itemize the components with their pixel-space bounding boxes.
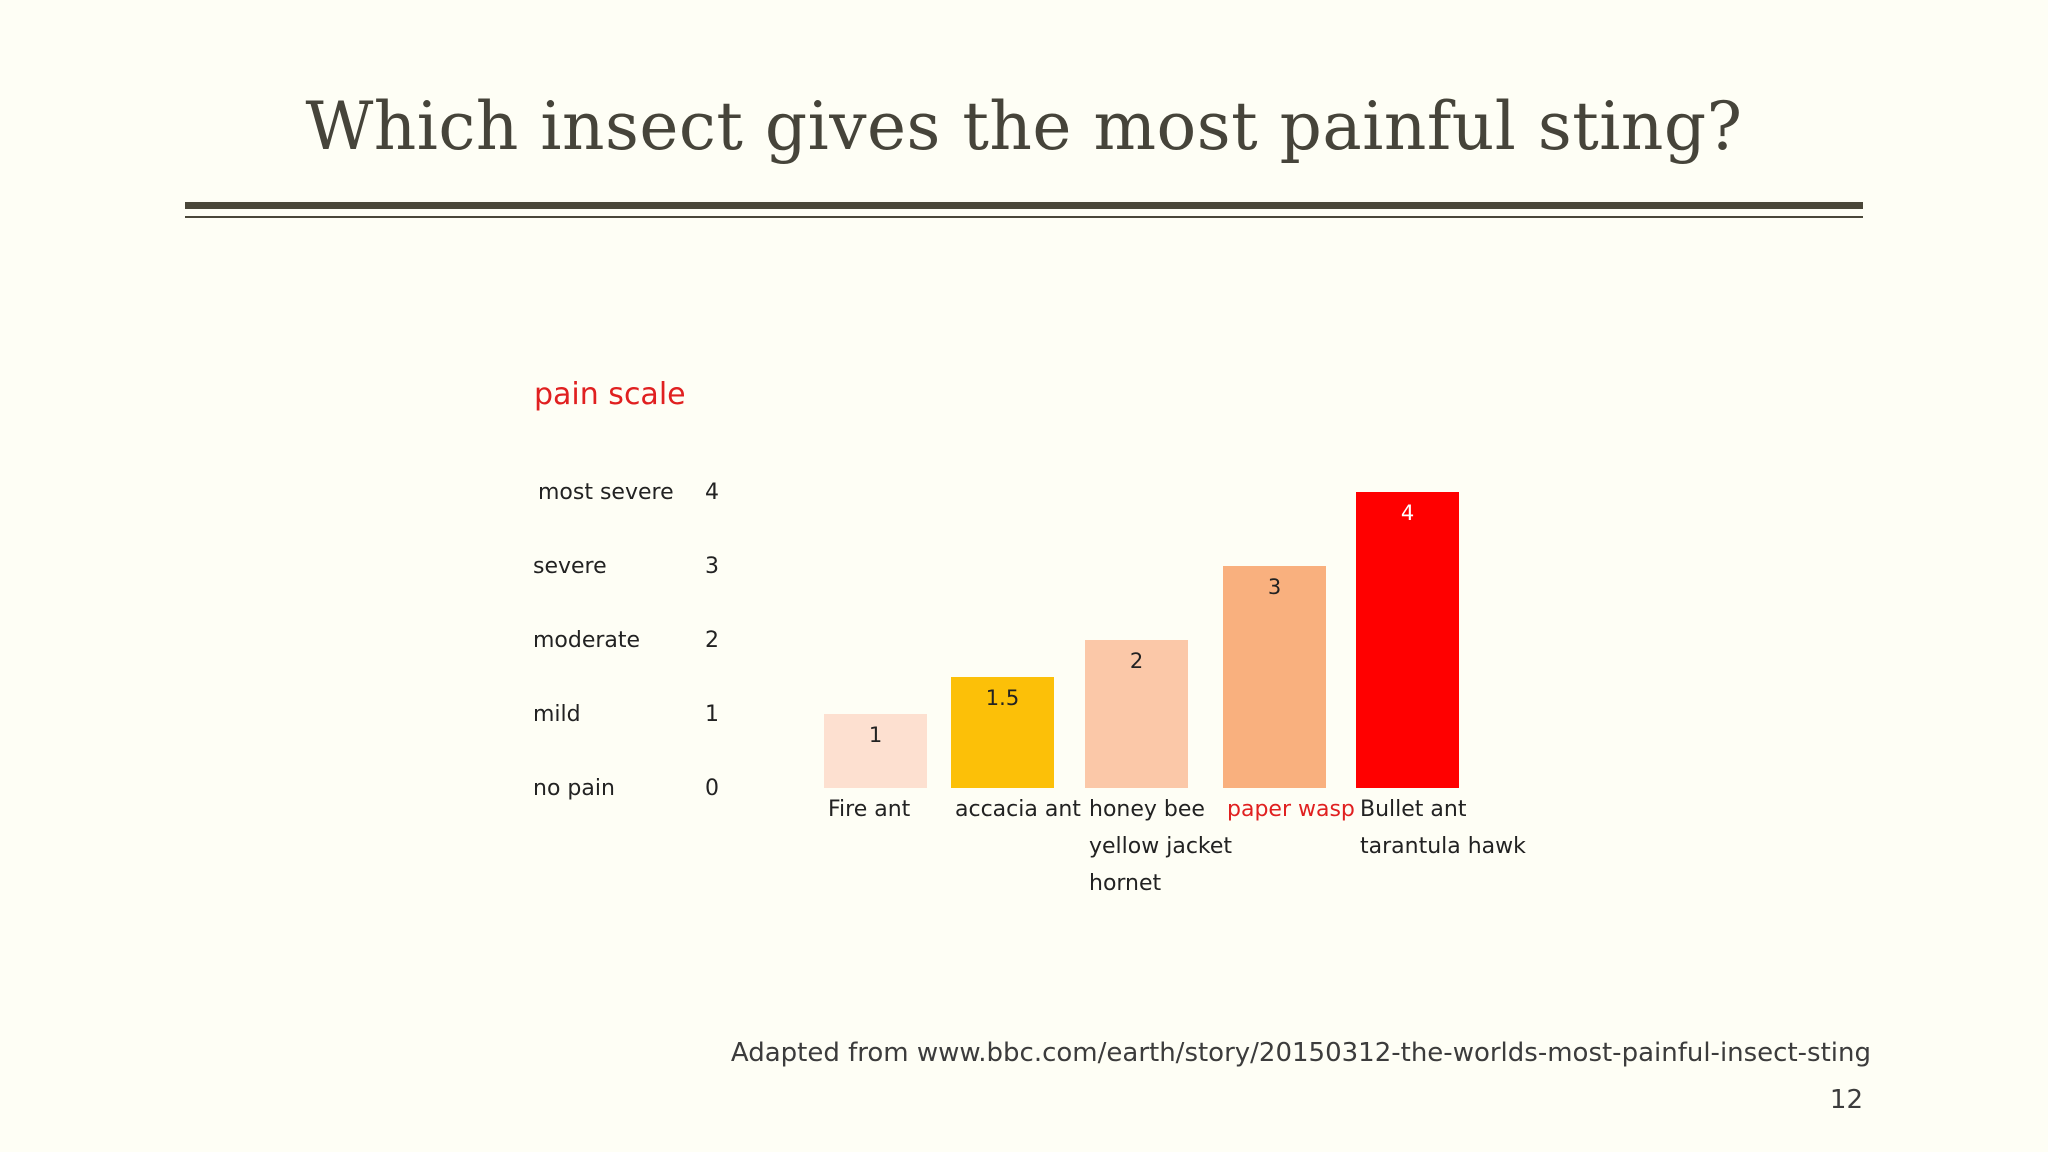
- scale-label-2: moderate: [533, 628, 640, 653]
- category-label-4-1: tarantula hawk: [1360, 834, 1526, 859]
- scale-value-0: 4: [705, 480, 719, 505]
- bar-4: [1356, 492, 1459, 788]
- bar-3: [1223, 566, 1326, 788]
- bar-0: [824, 714, 927, 788]
- scale-value-2: 2: [705, 628, 719, 653]
- bar-value-label-1: 1.5: [986, 686, 1019, 710]
- scale-label-4: no pain: [533, 776, 615, 801]
- scale-value-3: 1: [705, 702, 719, 727]
- source-note: Adapted from www.bbc.com/earth/story/201…: [730, 1038, 1871, 1068]
- bar-value-label-3: 3: [1268, 575, 1281, 599]
- category-label-2-2: hornet: [1089, 871, 1162, 896]
- scale-label-3: mild: [533, 702, 581, 727]
- bar-value-label-4: 4: [1401, 501, 1414, 525]
- title-rule-thin: [185, 216, 1863, 218]
- category-label-1-0: accacia ant: [955, 797, 1081, 822]
- bar-value-label-2: 2: [1130, 649, 1143, 673]
- bar-value-label-0: 1: [869, 723, 882, 747]
- scale-label-1: severe: [533, 554, 607, 579]
- page-number: 12: [1829, 1085, 1863, 1115]
- title-rule-thick: [185, 202, 1863, 209]
- bar-2: [1085, 640, 1188, 788]
- scale-label-0: most severe: [538, 480, 674, 505]
- scale-value-1: 3: [705, 554, 719, 579]
- slide-title: Which insect gives the most painful stin…: [305, 88, 1743, 165]
- category-label-0-0: Fire ant: [828, 797, 911, 822]
- scale-value-4: 0: [705, 776, 719, 801]
- category-label-2-0: honey bee: [1089, 797, 1205, 822]
- category-label-3-0: paper wasp: [1227, 797, 1355, 822]
- legend-title: pain scale: [534, 377, 686, 412]
- category-label-4-0: Bullet ant: [1360, 797, 1467, 822]
- category-label-2-1: yellow jacket: [1089, 834, 1232, 859]
- bar-1: [951, 677, 1054, 788]
